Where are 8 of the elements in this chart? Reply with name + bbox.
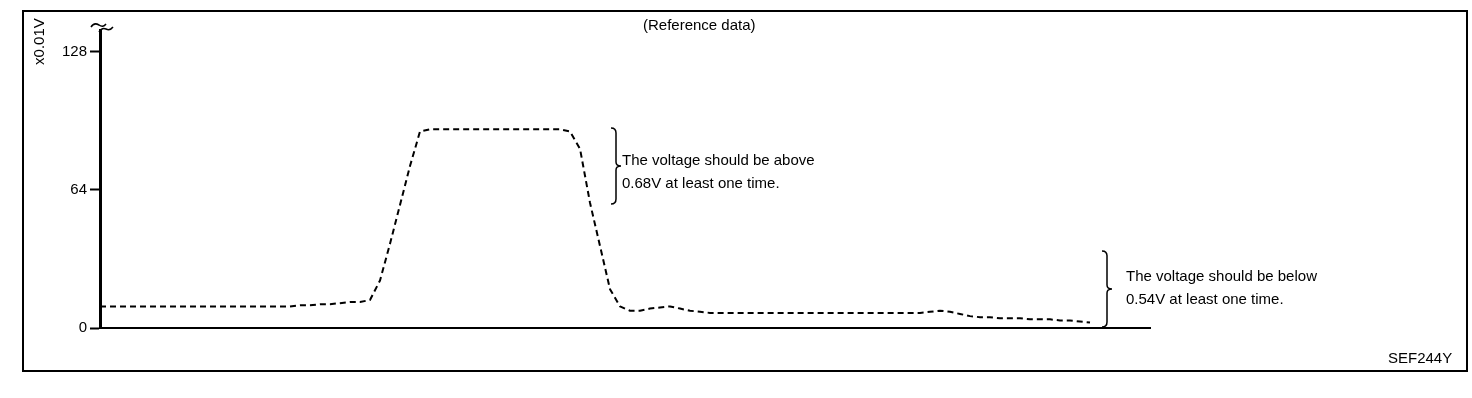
y-axis-title: x0.01V	[30, 18, 48, 65]
text: SEF244Y	[1388, 348, 1453, 368]
annotation: The voltage should be above 0.68V at least one time.	[622, 150, 815, 193]
chart-title: (Reference data)	[643, 16, 756, 34]
y-tick-label: 64	[70, 179, 87, 197]
y-tick-label: 0	[78, 318, 87, 336]
annotation: The voltage should be below 0.54V at least one time.	[1126, 266, 1317, 309]
y-tick-label: 128	[61, 41, 87, 59]
